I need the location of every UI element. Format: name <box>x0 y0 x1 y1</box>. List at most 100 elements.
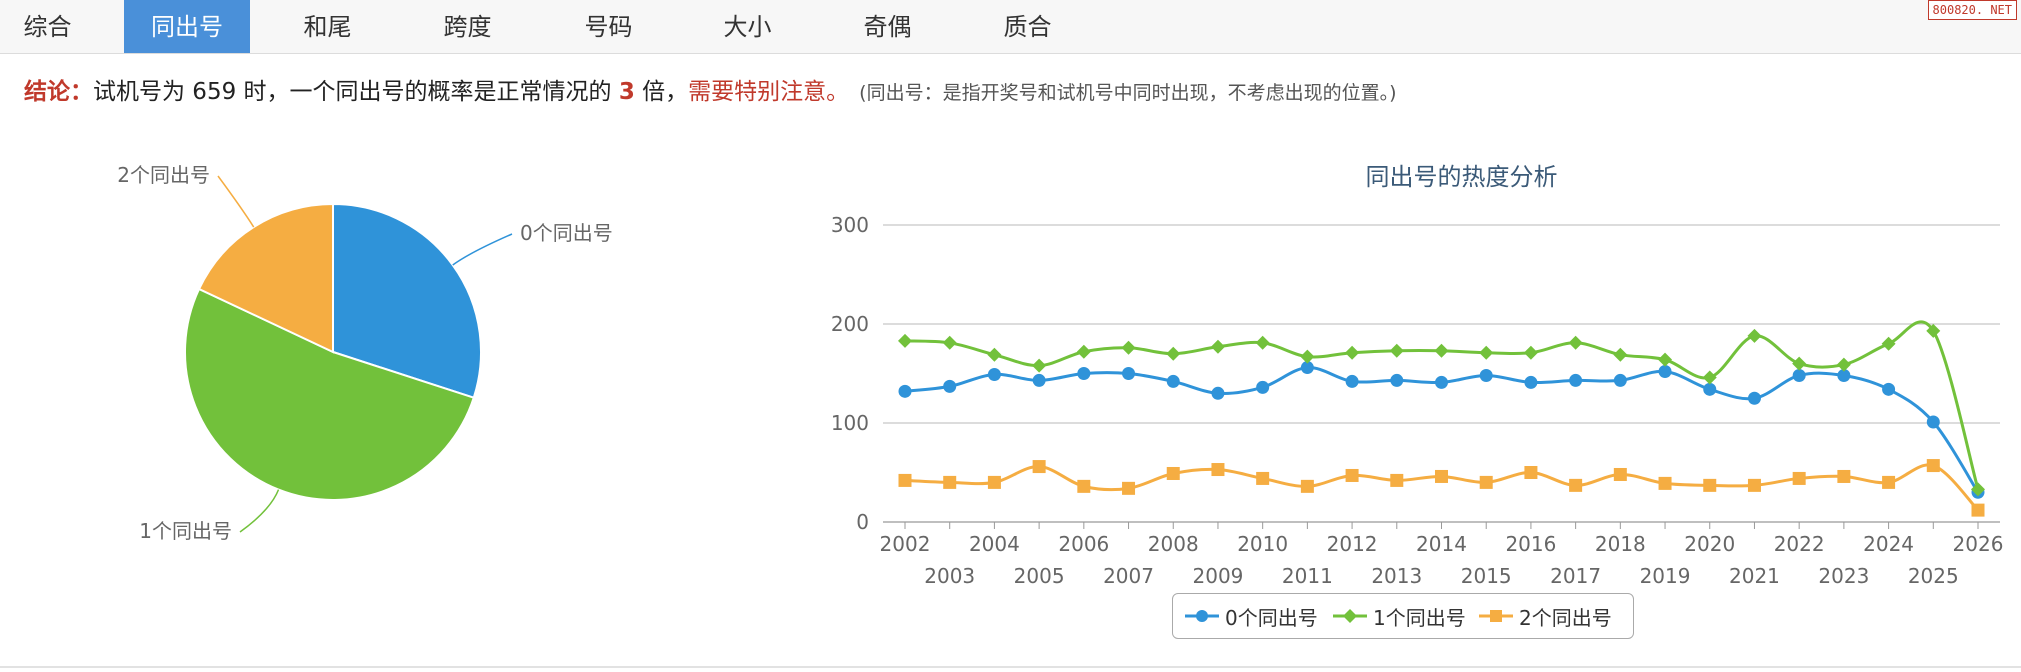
pie-chart: 0个同出号 1个同出号 2个同出号 <box>117 163 613 543</box>
series2-point-17 <box>1658 476 1672 490</box>
x-tick-label-10: 2012 <box>1327 532 1378 556</box>
tab-bar: 综合 同出号 和尾 跨度 号码 大小 奇偶 质合 <box>0 0 2021 54</box>
y-tick-label-1: 100 <box>831 411 869 435</box>
pie-leader-1 <box>239 489 280 533</box>
series1-point-18 <box>1702 370 1717 385</box>
pie-leader-0 <box>452 233 513 266</box>
x-tick-label-20: 2022 <box>1774 532 1825 556</box>
conclusion-note: (同出号：是指开奖号和试机号中同时出现，不考虑出现的位置。) <box>859 82 1397 104</box>
series1-point-17 <box>1658 352 1673 367</box>
series1-point-12 <box>1434 343 1449 358</box>
legend-item-series2[interactable]: 2个同出号 <box>1479 594 1612 638</box>
x-tick-label-5: 2007 <box>1103 564 1154 588</box>
pie-label-2: 2个同出号 <box>117 163 210 187</box>
series2-point-24 <box>1971 503 1985 517</box>
site-watermark: 800820. NET <box>1927 0 2017 20</box>
series1-point-3 <box>1032 358 1047 373</box>
series2-point-16 <box>1613 467 1627 481</box>
x-tick-label-22: 2024 <box>1863 532 1914 556</box>
x-tick-label-6: 2008 <box>1148 532 1199 556</box>
series0-point-22 <box>1882 382 1896 396</box>
x-tick-label-1: 2003 <box>924 564 975 588</box>
x-tick-label-13: 2015 <box>1461 564 1512 588</box>
x-tick-label-16: 2018 <box>1595 532 1646 556</box>
tab-kuadu[interactable]: 跨度 <box>443 13 492 41</box>
legend-item-series1[interactable]: 1个同出号 <box>1333 594 1466 638</box>
series1-point-0 <box>898 333 912 348</box>
series0-point-15 <box>1569 373 1583 387</box>
x-tick-label-18: 2020 <box>1684 532 1735 556</box>
tab-daxiao[interactable]: 大小 <box>723 13 772 41</box>
series1-point-24 <box>1971 482 1985 497</box>
series0-point-13 <box>1479 368 1493 382</box>
tab-hewei[interactable]: 和尾 <box>303 13 352 41</box>
legend-label-series1: 1个同出号 <box>1373 605 1466 630</box>
series1-point-8 <box>1255 335 1270 350</box>
series2-point-8 <box>1256 471 1270 485</box>
series0-point-16 <box>1613 373 1627 387</box>
conclusion-text-2: 倍， <box>634 79 689 105</box>
series1-point-7 <box>1210 339 1225 354</box>
series0-point-19 <box>1747 391 1761 405</box>
series1-point-15 <box>1568 335 1583 350</box>
series1-point-22 <box>1881 336 1896 351</box>
series1-point-20 <box>1792 356 1807 371</box>
conclusion-line: 结论：试机号为 659 时，一个同出号的概率是正常情况的 3 倍，需要特别注意。… <box>24 72 1397 106</box>
series1-point-23 <box>1926 323 1941 338</box>
series0-point-6 <box>1166 374 1180 388</box>
x-tick-label-7: 2009 <box>1193 564 1244 588</box>
legend-diamond-icon <box>1333 609 1367 623</box>
series0-point-21 <box>1837 368 1851 382</box>
pie-slice-2 <box>197 202 334 354</box>
tab-haoma[interactable]: 号码 <box>584 13 633 41</box>
x-tick-label-14: 2016 <box>1505 532 1556 556</box>
series2-point-15 <box>1569 478 1583 492</box>
pie-label-0: 0个同出号 <box>520 221 613 245</box>
series1-point-21 <box>1836 357 1851 372</box>
series2-point-0 <box>898 473 912 487</box>
x-tick-label-12: 2014 <box>1416 532 1467 556</box>
series2-point-3 <box>1032 460 1046 474</box>
series1-point-16 <box>1613 347 1628 362</box>
series2-point-7 <box>1211 463 1225 477</box>
series1-point-9 <box>1300 349 1315 364</box>
series0-point-2 <box>987 367 1001 381</box>
series0-point-20 <box>1792 368 1806 382</box>
tab-tongchuhao[interactable]: 同出号 <box>124 0 250 53</box>
series0-point-9 <box>1300 361 1314 375</box>
y-tick-label-0: 0 <box>856 510 869 534</box>
series2-point-13 <box>1479 475 1493 489</box>
x-tick-label-24: 2026 <box>1953 532 2004 556</box>
y-tick-label-3: 300 <box>831 213 869 237</box>
pie-label-1: 1个同出号 <box>139 519 232 543</box>
series2-point-23 <box>1926 459 1940 473</box>
series0-point-4 <box>1077 367 1091 380</box>
series0-point-8 <box>1256 380 1270 394</box>
series1-point-5 <box>1121 340 1136 355</box>
legend-label-series0: 0个同出号 <box>1225 605 1318 630</box>
bottom-divider <box>0 666 2021 668</box>
series2-point-20 <box>1792 471 1806 485</box>
x-tick-label-11: 2013 <box>1371 564 1422 588</box>
conclusion-multiplier: 3 <box>618 79 635 105</box>
series0-point-7 <box>1211 386 1225 400</box>
series1-point-1 <box>942 335 957 350</box>
series1-point-14 <box>1523 345 1538 360</box>
series1-point-2 <box>987 347 1002 362</box>
legend-square-icon <box>1479 610 1513 622</box>
legend-item-series0[interactable]: 0个同出号 <box>1185 594 1318 638</box>
x-tick-label-15: 2017 <box>1550 564 1601 588</box>
x-tick-label-9: 2011 <box>1282 564 1333 588</box>
tab-zonghe[interactable]: 综合 <box>23 13 72 41</box>
series2-point-19 <box>1747 478 1761 492</box>
series2-point-14 <box>1524 466 1538 479</box>
series2-point-18 <box>1703 478 1717 492</box>
conclusion-warning: 需要特别注意。 <box>688 79 850 105</box>
tab-zhihe[interactable]: 质合 <box>1003 13 1052 41</box>
conclusion-label: 结论： <box>24 79 93 105</box>
tab-jiou[interactable]: 奇偶 <box>863 13 912 41</box>
legend-circle-icon <box>1185 610 1219 622</box>
series0-point-0 <box>898 384 912 398</box>
series2-point-1 <box>943 475 957 489</box>
pie-leader-2 <box>217 175 255 228</box>
